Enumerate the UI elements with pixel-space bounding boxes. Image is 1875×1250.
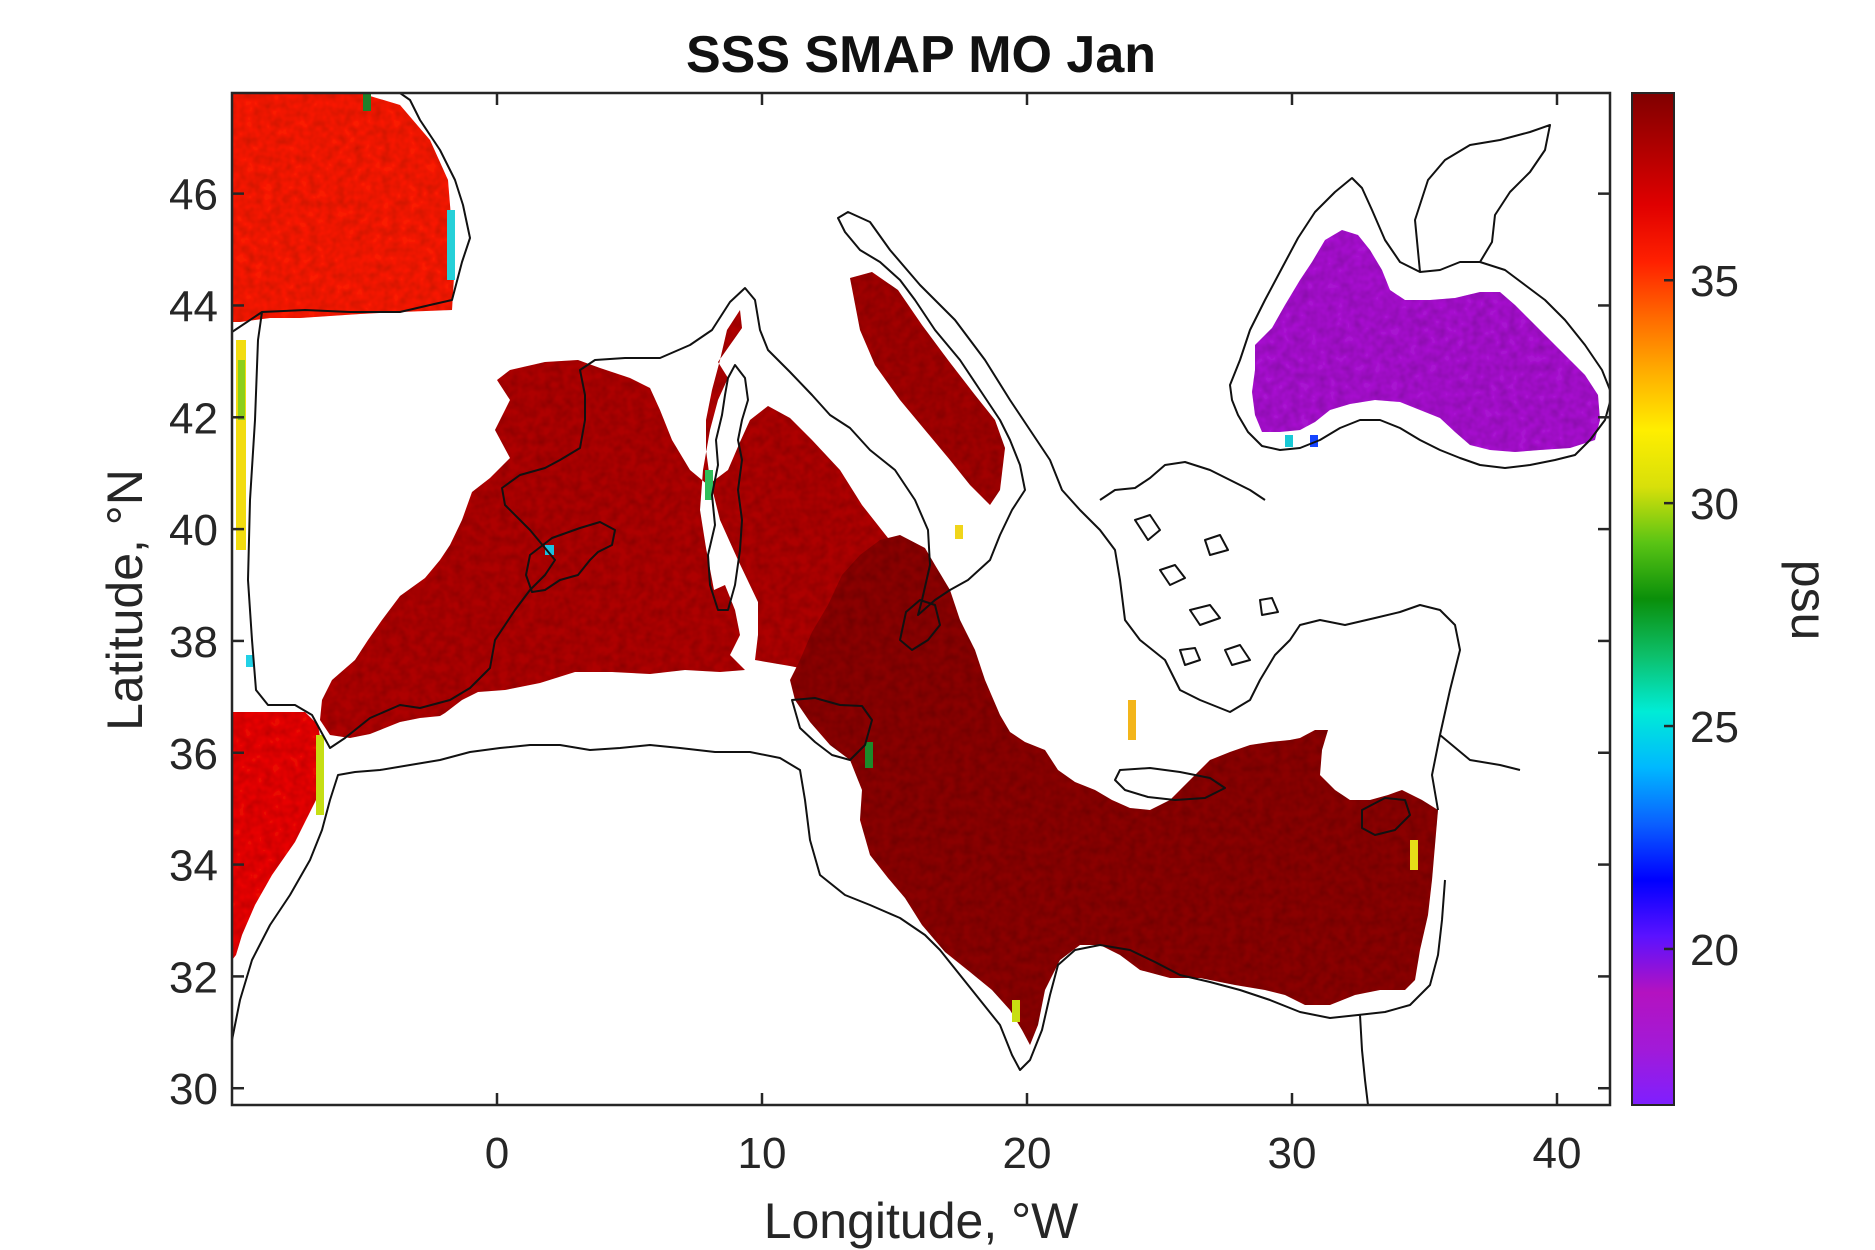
salinity-field-layer bbox=[232, 93, 1600, 1045]
coastal-pixel bbox=[1012, 1000, 1020, 1022]
coastal-pixel bbox=[246, 655, 253, 667]
balearic-islands bbox=[525, 521, 616, 593]
coastline-black-sea bbox=[1229, 124, 1610, 469]
y-tick-label: 46 bbox=[169, 171, 218, 220]
x-tick-label: 0 bbox=[485, 1129, 509, 1178]
coastal-pixel bbox=[1285, 435, 1293, 447]
coastline-africa bbox=[232, 744, 1446, 1105]
corsica-sardinia bbox=[707, 364, 749, 611]
colorbar-tick-label: 30 bbox=[1690, 480, 1739, 529]
salinity-patch-atlantic-biscay bbox=[232, 93, 455, 322]
colorbar-tick-label: 20 bbox=[1690, 926, 1739, 975]
coastline-europe bbox=[232, 93, 1521, 811]
cyprus bbox=[1361, 797, 1411, 836]
x-tick-label: 30 bbox=[1268, 1129, 1317, 1178]
coastline-layer bbox=[232, 93, 1610, 1105]
y-tick-label: 38 bbox=[169, 618, 218, 667]
y-axis-label: Latitude, °N bbox=[97, 469, 153, 731]
salinity-patch-western-mediterranean bbox=[320, 310, 915, 738]
colorbar bbox=[1631, 92, 1675, 1106]
coastal-pixel bbox=[1410, 840, 1418, 870]
y-tick-label: 44 bbox=[169, 282, 218, 331]
plot-axes-box bbox=[230, 91, 1612, 1107]
crete bbox=[1114, 767, 1226, 801]
coastal-pixel bbox=[865, 742, 873, 768]
coastal-pixel bbox=[236, 340, 246, 550]
coastal-pixel bbox=[447, 210, 455, 280]
coastal-pixel bbox=[1128, 700, 1136, 740]
coastal-accent-layer bbox=[236, 93, 1418, 1022]
x-axis-ticks: 0 10 20 30 40 bbox=[485, 93, 1582, 1178]
coastal-pixel bbox=[705, 470, 713, 500]
y-tick-label: 36 bbox=[169, 730, 218, 779]
x-tick-label: 20 bbox=[1003, 1129, 1052, 1178]
x-axis-label: Longitude, °W bbox=[764, 1193, 1079, 1249]
salinity-patch-atlantic-morocco bbox=[232, 712, 324, 960]
salinity-patch-adriatic bbox=[850, 272, 1005, 505]
x-tick-label: 10 bbox=[738, 1129, 787, 1178]
sicily bbox=[791, 697, 873, 761]
y-tick-label: 30 bbox=[169, 1065, 218, 1114]
y-tick-label: 40 bbox=[169, 506, 218, 555]
y-tick-label: 34 bbox=[169, 842, 218, 891]
coastal-pixel bbox=[363, 93, 371, 111]
colorbar-tick-label: 35 bbox=[1690, 257, 1739, 306]
coastline-aegean bbox=[1099, 461, 1279, 666]
y-tick-label: 32 bbox=[169, 953, 218, 1002]
colorbar-label: psu bbox=[1781, 560, 1837, 641]
x-tick-label: 40 bbox=[1533, 1129, 1582, 1178]
salinity-patch-eastern-mediterranean bbox=[790, 535, 1438, 1045]
chart-title: SSS SMAP MO Jan bbox=[686, 26, 1156, 84]
island-layer bbox=[525, 364, 1411, 836]
y-tick-label: 42 bbox=[169, 394, 218, 443]
coastal-pixel bbox=[545, 545, 554, 555]
colorbar-tick-label: 25 bbox=[1690, 703, 1739, 752]
coastal-pixel bbox=[1310, 435, 1318, 447]
coastal-pixel bbox=[955, 525, 963, 539]
colorbar-ticks: 20 25 30 35 bbox=[1664, 257, 1739, 975]
salinity-patch-black-sea bbox=[1252, 230, 1600, 452]
coastal-pixel bbox=[316, 735, 324, 815]
y-axis-ticks: 30 32 34 36 38 40 42 44 46 bbox=[169, 171, 1610, 1114]
coastal-pixel bbox=[238, 360, 245, 420]
